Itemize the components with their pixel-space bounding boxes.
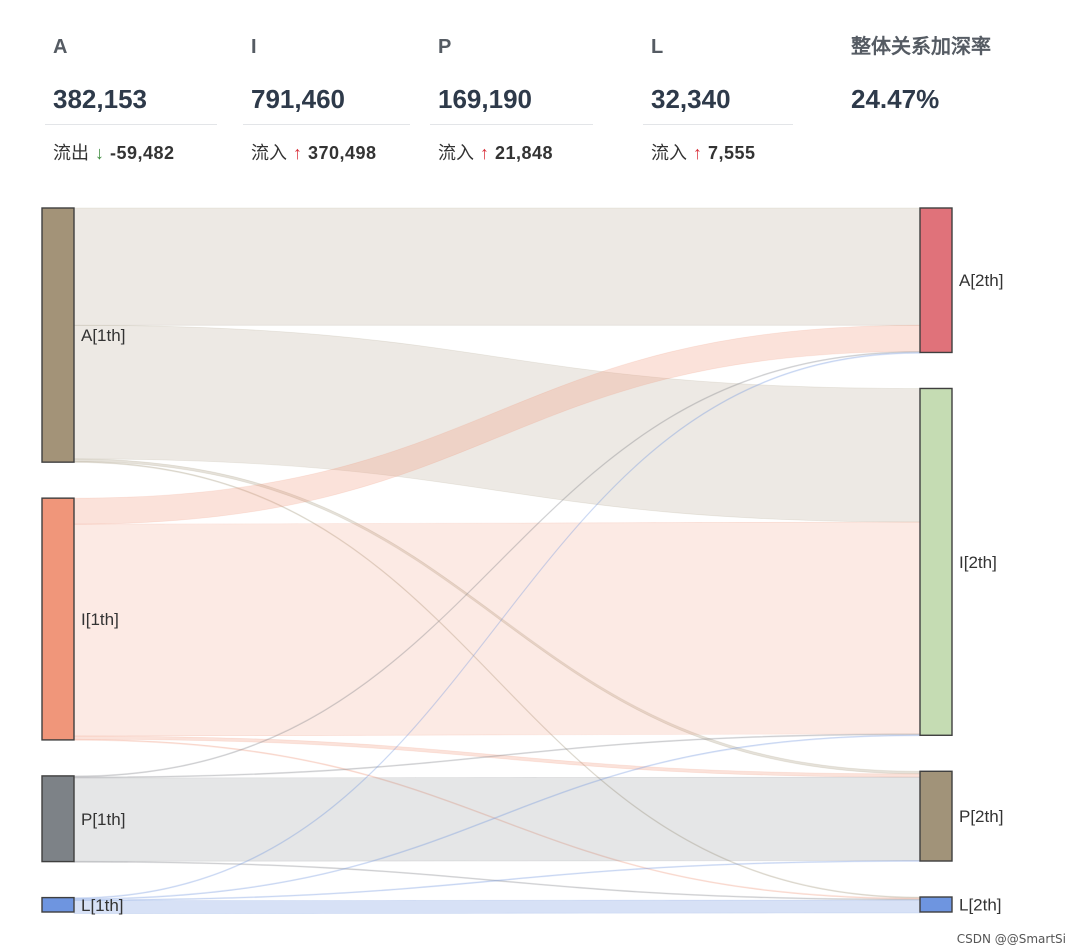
kpi-label: A — [53, 36, 68, 58]
kpi-divider — [430, 124, 593, 125]
kpi-change-value: 370,498 — [308, 143, 377, 163]
sankey-node-label-A2: A[2th] — [959, 271, 1003, 290]
sankey-link-A1-A2 — [73, 207, 921, 326]
arrow-up-icon: ↑ — [693, 143, 702, 163]
kpi-change: 流出 ↓ -59,482 — [45, 133, 217, 173]
sankey-node-L1 — [41, 896, 75, 913]
kpi-value: 24.47% — [851, 84, 940, 114]
sankey-node-label-P1: P[1th] — [81, 810, 125, 829]
sankey-node-P1 — [41, 775, 75, 863]
sankey-link-L1-A2 — [73, 351, 921, 899]
kpi-label: P — [438, 36, 452, 58]
sankey-link-I1-I2 — [73, 521, 921, 737]
kpi-card-l: L 32,340 流入 ↑ 7,555 — [643, 30, 793, 173]
kpi-divider — [643, 124, 793, 125]
sankey-node-label-L1: L[1th] — [81, 896, 124, 915]
sankey-node-I1 — [41, 497, 75, 741]
kpi-divider — [243, 124, 410, 125]
kpi-divider — [45, 124, 217, 125]
kpi-change-value: 21,848 — [495, 143, 554, 163]
kpi-value: 32,340 — [651, 84, 731, 114]
kpi-change-label: 流出 — [53, 143, 89, 163]
arrow-down-icon: ↓ — [95, 143, 104, 163]
sankey-node-label-P2: P[2th] — [959, 807, 1003, 826]
sankey-node-label-I2: I[2th] — [959, 553, 997, 572]
sankey-link-P1-P2 — [73, 776, 921, 862]
kpi-change: 流入 ↑ 21,848 — [430, 133, 593, 173]
arrow-up-icon: ↑ — [293, 143, 302, 163]
kpi-label: I — [251, 36, 257, 58]
arrow-up-icon: ↑ — [480, 143, 489, 163]
kpi-card-a: A 382,153 流出 ↓ -59,482 — [45, 30, 217, 173]
sankey-links — [73, 207, 921, 915]
kpi-label: L — [651, 36, 664, 58]
kpi-change: 流入 ↑ 370,498 — [243, 133, 410, 173]
sankey-node-A2 — [919, 207, 953, 354]
sankey-node-I2 — [919, 387, 953, 736]
kpi-value: 791,460 — [251, 84, 345, 114]
watermark: CSDN @@SmartSi — [956, 932, 1066, 946]
kpi-card-i: I 791,460 流入 ↑ 370,498 — [243, 30, 410, 173]
sankey-node-A1 — [41, 207, 75, 463]
sankey-node-P2 — [919, 770, 953, 862]
kpi-value: 382,153 — [53, 84, 147, 114]
kpi-change-label: 流入 — [251, 143, 287, 163]
sankey-link-L1-L2 — [73, 899, 921, 915]
kpi-value: 169,190 — [438, 84, 532, 114]
kpi-change: 流入 ↑ 7,555 — [643, 133, 793, 173]
kpi-change-value: 7,555 — [708, 143, 756, 163]
kpi-change-label: 流入 — [438, 143, 474, 163]
sankey-node-L2 — [919, 896, 953, 913]
sankey-node-label-I1: I[1th] — [81, 610, 119, 629]
kpi-change-label: 流入 — [651, 143, 687, 163]
kpi-card-deepening-rate: 整体关系加深率 24.47% — [843, 30, 1043, 122]
kpi-label: 整体关系加深率 — [851, 36, 991, 58]
kpi-card-p: P 169,190 流入 ↑ 21,848 — [430, 30, 593, 173]
sankey-node-label-A1: A[1th] — [81, 326, 125, 345]
kpi-change-value: -59,482 — [110, 143, 175, 163]
sankey-link-L1-P2 — [73, 860, 921, 901]
sankey-node-label-L2: L[2th] — [959, 896, 1002, 915]
